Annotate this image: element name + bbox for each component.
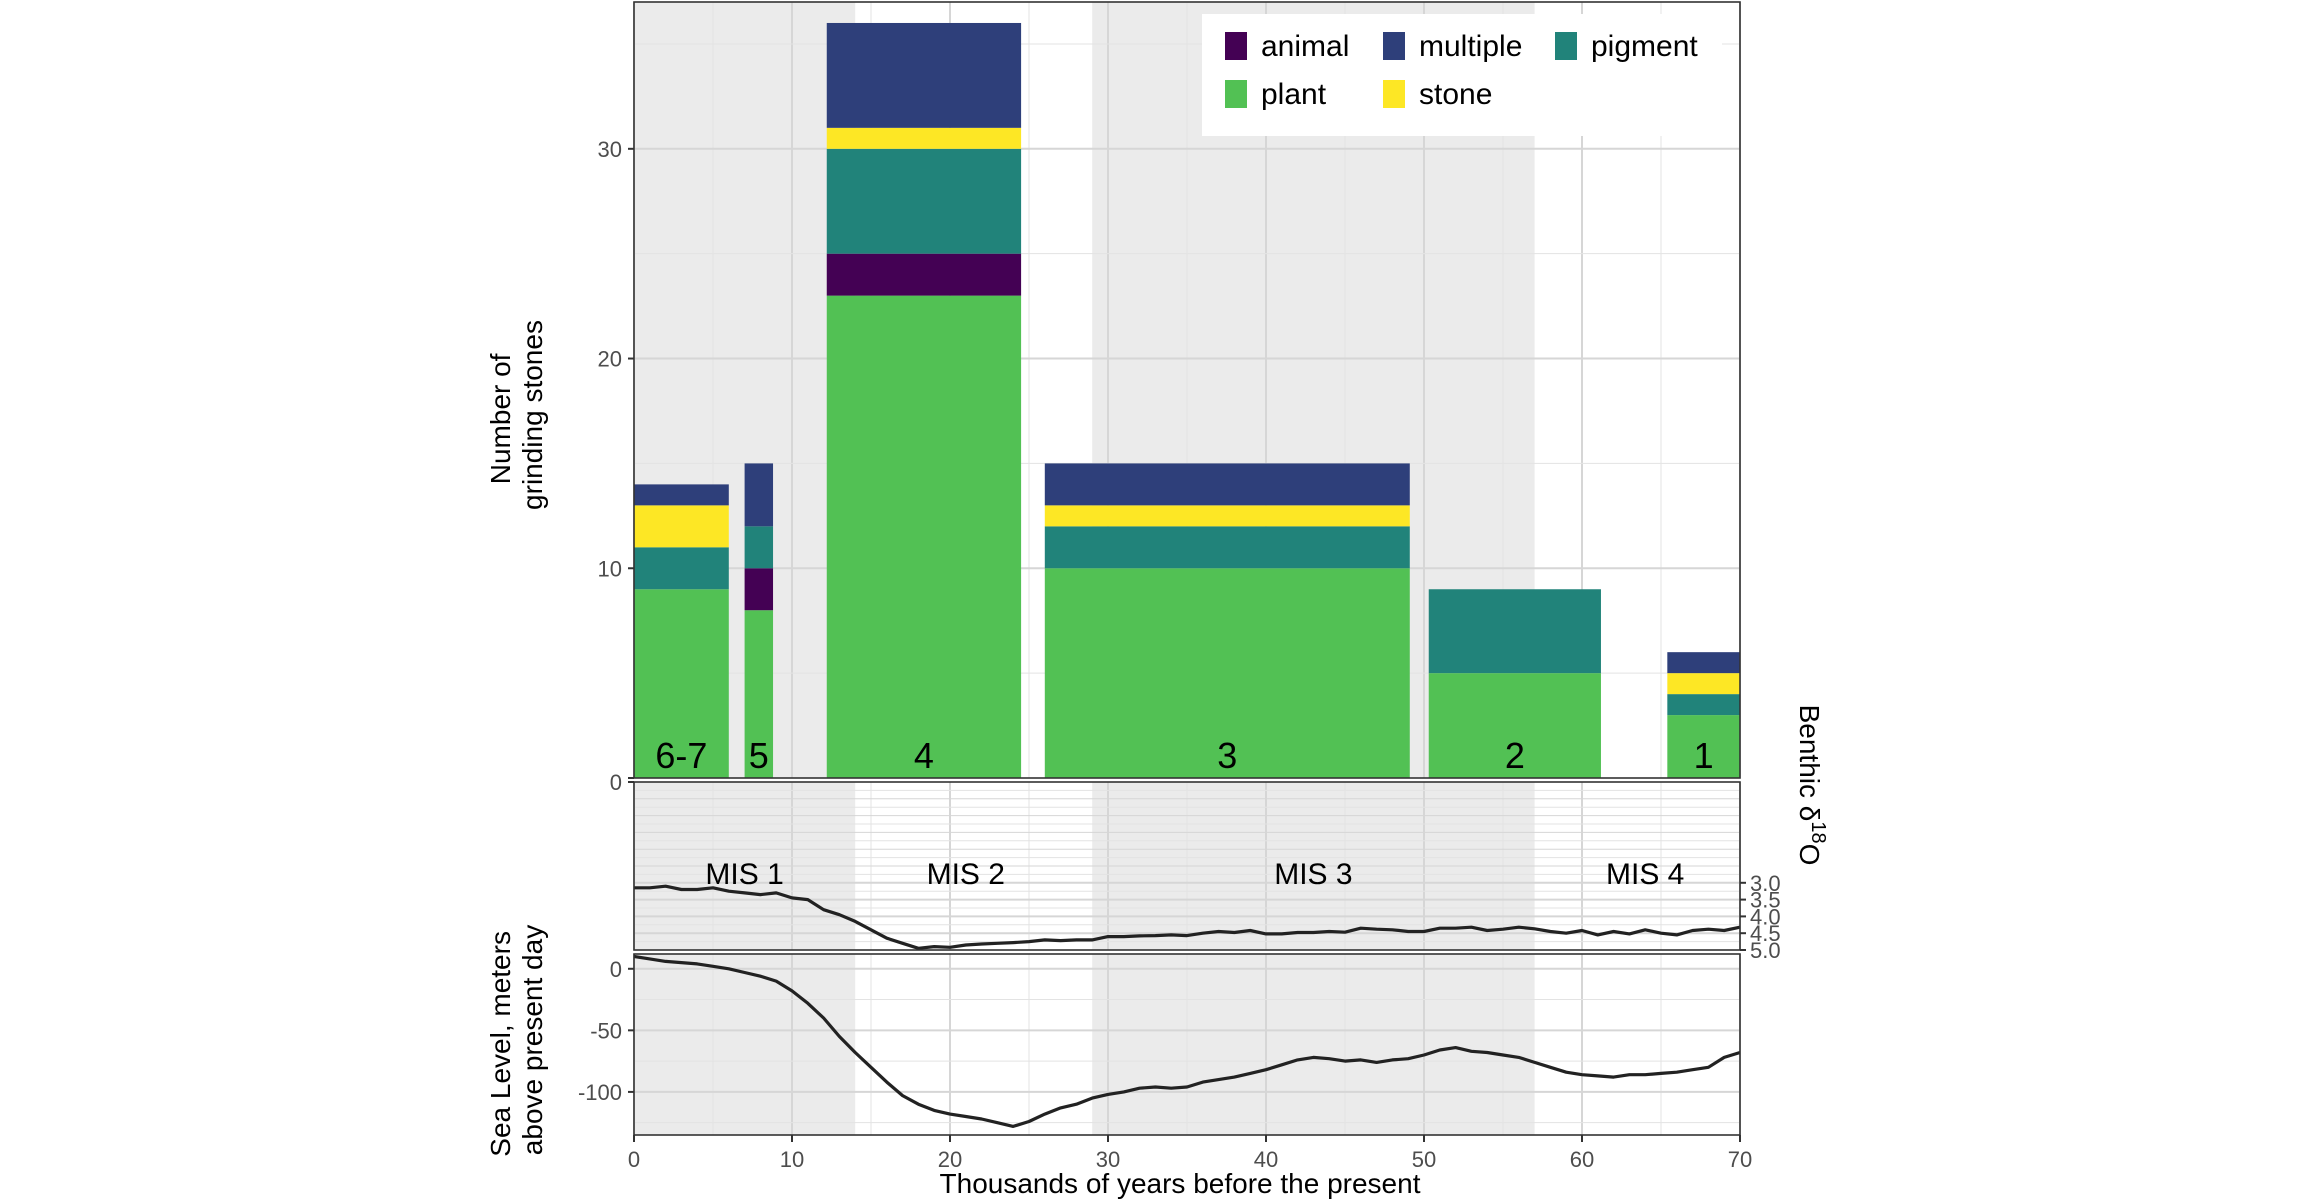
x-tick-label: 30 — [1096, 1147, 1120, 1172]
bar-4-multiple — [1044, 463, 1410, 506]
legend-key-pigment — [1555, 32, 1577, 60]
sea-level-y-axis-title: Sea Level, meters above present day — [485, 923, 548, 1156]
bar-6-stone — [1667, 673, 1740, 695]
bar-segments — [634, 22, 1740, 778]
grinding-y-tick-label: 30 — [598, 137, 622, 162]
grinding-y-axis-title-line1: Number of — [485, 353, 516, 484]
legend-box — [1202, 14, 1722, 136]
benthic-right-tick-label: 5.0 — [1750, 938, 1781, 963]
benthic-d18O-line — [634, 884, 1741, 950]
bar-2-plant — [744, 610, 774, 778]
bar-label: 1 — [1694, 735, 1714, 776]
x-tick-label: 50 — [1412, 1147, 1436, 1172]
benthic-right-tick-label: 4.0 — [1750, 904, 1781, 929]
mis-stage-label: MIS 4 — [1606, 858, 1684, 891]
bar-4-plant — [1044, 568, 1410, 778]
panel-border-grinding-stones — [633, 1, 1741, 779]
x-axis-title: Thousands of years before the present — [940, 1168, 1421, 1199]
legend-key-stone — [1383, 80, 1405, 108]
bar-3-pigment — [826, 148, 1022, 254]
bar-1-pigment — [634, 547, 729, 590]
grinding-y-tick-label: 10 — [598, 556, 622, 581]
legend-label-plant: plant — [1261, 78, 1327, 111]
grinding-y-axis-title: Number of grinding stones — [485, 320, 548, 510]
sea-level-y-axis-title-line1: Sea Level, meters — [485, 931, 516, 1157]
bar-3-multiple — [826, 22, 1022, 128]
x-tick-label: 20 — [938, 1147, 962, 1172]
mis-stage-label: MIS 3 — [1274, 858, 1352, 891]
bar-label: 4 — [914, 735, 934, 776]
legend-key-multiple — [1383, 32, 1405, 60]
bar-2-animal — [744, 568, 774, 611]
shaded-interval-sea-level-1 — [1092, 954, 1535, 1135]
grinding-y-tick-label: 20 — [598, 347, 622, 372]
bar-label: 5 — [749, 735, 769, 776]
bar-5-plant — [1428, 673, 1601, 778]
benthic-y-axis-title-sup: 18 — [1807, 821, 1829, 843]
bar-1-stone — [634, 505, 729, 548]
mis-stage-label: MIS 1 — [705, 858, 783, 891]
sea-level-y-tick-label: -50 — [590, 1018, 622, 1043]
bar-3-stone — [826, 127, 1022, 149]
series-lines — [633, 884, 1741, 1128]
bar-3-animal — [826, 253, 1022, 296]
bar-6-multiple — [1667, 652, 1740, 674]
sea-level-y-tick-label: -100 — [578, 1080, 622, 1105]
legend-label-animal: animal — [1261, 30, 1349, 63]
bar-6-plant — [1667, 715, 1740, 778]
bar-label: 6-7 — [655, 735, 707, 776]
x-tick-label: 0 — [628, 1147, 640, 1172]
sea-level-y-axis-title-line2: above present day — [517, 925, 548, 1155]
benthic-y-axis-title-prefix: Benthic δ — [1794, 705, 1825, 822]
benthic-left-tick-label: 0 — [610, 770, 622, 795]
x-tick-label: 70 — [1728, 1147, 1752, 1172]
legend-label-multiple: multiple — [1419, 30, 1522, 63]
legend-key-plant — [1225, 80, 1247, 108]
legend: animal multiple pigment plant stone — [1202, 14, 1722, 136]
panel-border-benthic-d18O — [633, 781, 1741, 951]
bar-3-plant — [826, 295, 1022, 778]
grinding-y-axis-title-line2: grinding stones — [517, 320, 548, 510]
bar-5-pigment — [1428, 589, 1601, 674]
shaded-interval-sea-level-0 — [634, 954, 856, 1135]
mis-stage-label: MIS 2 — [927, 858, 1005, 891]
legend-label-pigment: pigment — [1591, 30, 1698, 63]
benthic-right-tick-label: 4.5 — [1750, 921, 1781, 946]
bar-label: 2 — [1505, 735, 1525, 776]
bar-1-multiple — [634, 484, 729, 506]
bar-1-plant — [634, 589, 729, 778]
x-tick-label: 10 — [780, 1147, 804, 1172]
bar-4-pigment — [1044, 526, 1410, 569]
bar-6-pigment — [1667, 694, 1740, 716]
benthic-y-axis-title: Benthic δ18O — [1794, 705, 1829, 866]
bar-2-multiple — [744, 463, 774, 527]
bar-4-stone — [1044, 505, 1410, 527]
x-tick-label: 40 — [1254, 1147, 1278, 1172]
benthic-right-tick-label: 3.0 — [1750, 871, 1781, 896]
bar-label: 3 — [1217, 735, 1237, 776]
legend-label-stone: stone — [1419, 78, 1492, 111]
benthic-y-axis-title-suffix: O — [1794, 844, 1825, 866]
sea-level-y-tick-label: 0 — [610, 957, 622, 982]
panel-border-sea-level — [633, 953, 1741, 1136]
sea-level-line — [633, 954, 1741, 1128]
legend-key-animal — [1225, 32, 1247, 60]
x-tick-label: 60 — [1570, 1147, 1594, 1172]
benthic-right-tick-label: 3.5 — [1750, 888, 1781, 913]
bar-2-pigment — [744, 526, 774, 569]
